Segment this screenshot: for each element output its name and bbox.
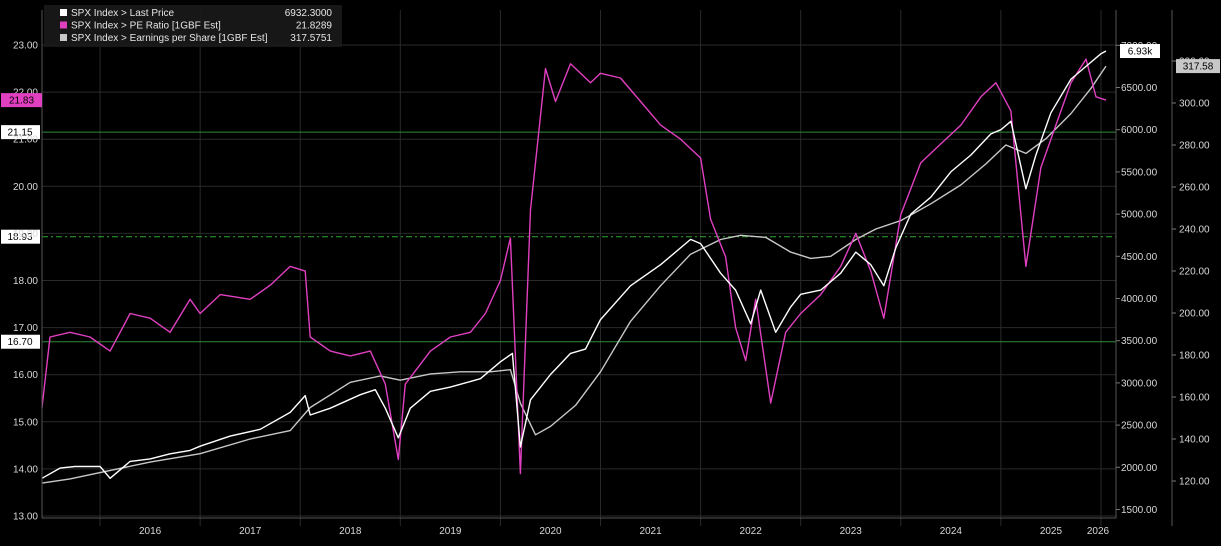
reference-tag [1, 125, 40, 140]
mid-tick-label: 3000.00 [1121, 378, 1158, 389]
mid-tick-label: 3500.00 [1121, 336, 1158, 347]
right-tick-label: 280.00 [1179, 141, 1210, 152]
reference-tag-label: 16.70 [7, 337, 32, 348]
mid-tick-label: 2000.00 [1121, 463, 1158, 474]
mid-tick-label: 5000.00 [1121, 210, 1158, 221]
eps-last-value-label: 317.58 [1183, 62, 1214, 73]
right-tick-label: 120.00 [1179, 477, 1210, 488]
legend-entry-value: 317.5751 [290, 33, 332, 44]
right-tick-label: 140.00 [1179, 435, 1210, 446]
left-tick-label: 20.00 [13, 182, 38, 193]
eps-last-value-tag [1176, 59, 1220, 74]
x-tick-label: 2026 [1087, 526, 1110, 537]
price-series-line [41, 50, 1107, 479]
x-tick-label: 2024 [940, 526, 963, 537]
left-tick-label: 18.00 [13, 276, 38, 287]
right-tick-label: 260.00 [1179, 183, 1210, 194]
legend-entry-label: SPX Index > Earnings per Share [1GBF Est… [71, 33, 268, 44]
pe-last-value-label: 21.83 [9, 96, 34, 107]
right-tick-label: 200.00 [1179, 309, 1210, 320]
legend: SPX Index > Last Price 6932.3000 SPX Index… [44, 5, 342, 47]
legend-swatch [60, 9, 67, 16]
left-tick-label: 23.00 [13, 41, 38, 52]
mid-tick-label: 6000.00 [1121, 125, 1158, 136]
mid-tick-label: 4500.00 [1121, 252, 1158, 263]
price-last-value-label: 6.93k [1128, 47, 1153, 58]
left-tick-label: 21.00 [13, 135, 38, 146]
mid-tick-label: 4000.00 [1121, 294, 1158, 305]
reference-tag-label: 21.15 [7, 128, 32, 139]
right-tick-label: 300.00 [1179, 99, 1210, 110]
reference-tag [1, 334, 40, 349]
mid-tick-label: 6500.00 [1121, 83, 1158, 94]
legend-entry-value: 21.8289 [296, 21, 333, 32]
pe-series-line [41, 58, 1107, 475]
x-tick-label: 2025 [1040, 526, 1063, 537]
legend-entry-label: SPX Index > Last Price [71, 8, 175, 19]
legend-entry-label: SPX Index > PE Ratio [1GBF Est] [71, 21, 221, 32]
last-value-tags: 21.83 6.93k 317.58 [1, 44, 1220, 108]
left-tick-label: 16.00 [13, 370, 38, 381]
x-tick-label: 2020 [539, 526, 562, 537]
x-tick-label: 2021 [639, 526, 662, 537]
pe-last-value-tag [1, 93, 42, 108]
left-tick-label: 15.00 [13, 417, 38, 428]
right-tick-label: 220.00 [1179, 267, 1210, 278]
left-tick-label: 13.00 [13, 512, 38, 523]
x-tick-label: 2017 [239, 526, 262, 537]
right-tick-label: 240.00 [1179, 225, 1210, 236]
axes: 13.00 14.00 15.00 16.00 17.00 18.00 19.00 20.00… [13, 10, 1210, 537]
x-tick-label: 2018 [339, 526, 362, 537]
price-last-value-tag [1120, 44, 1160, 59]
legend-entry-value: 6932.3000 [285, 8, 333, 19]
mid-tick-label: 1500.00 [1121, 505, 1158, 516]
mid-tick-label: 2500.00 [1121, 421, 1158, 432]
reference-tag [1, 229, 40, 244]
left-tick-label: 22.00 [13, 88, 38, 99]
reference-tag-label: 18.93 [7, 232, 32, 243]
left-tick-label: 19.00 [13, 229, 38, 240]
left-tick-label: 14.00 [13, 464, 38, 475]
reference-lines: 21.15 18.93 16.70 [1, 125, 1116, 349]
eps-series-line [41, 65, 1107, 484]
legend-box [44, 5, 342, 47]
right-tick-label: 180.00 [1179, 351, 1210, 362]
left-tick-label: 17.00 [13, 323, 38, 334]
x-tick-label: 2022 [740, 526, 763, 537]
legend-swatch [60, 21, 67, 29]
right-tick-label: 160.00 [1179, 393, 1210, 404]
legend-swatch [60, 34, 67, 41]
x-tick-label: 2023 [840, 526, 863, 537]
series-layer [41, 50, 1107, 484]
mid-tick-label: 5500.00 [1121, 167, 1158, 178]
x-tick-label: 2019 [439, 526, 462, 537]
x-tick-label: 2016 [139, 526, 162, 537]
